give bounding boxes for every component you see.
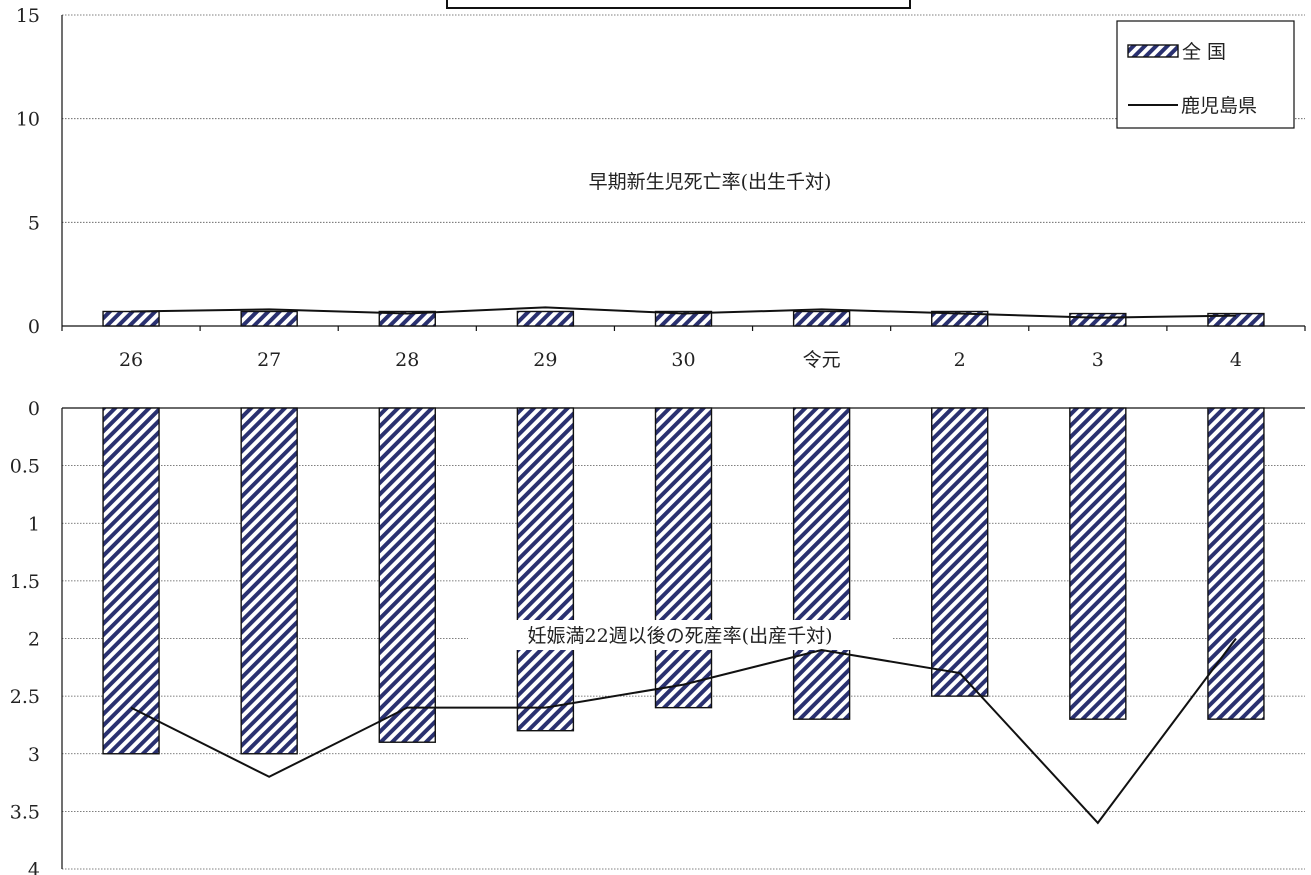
top-chart-early-neonatal-mortality: 0 5 10 15 早期新生児死亡率(出生千対): [16, 5, 1306, 338]
category-label: 26: [119, 349, 143, 371]
legend-label-national: 全 国: [1182, 41, 1226, 63]
bottom-line-kagoshima: [130, 637, 1237, 825]
top-y-tick-label: 0: [28, 316, 40, 338]
bottom-y-tick-label: 3.5: [10, 801, 40, 823]
top-y-tick-label: 10: [16, 109, 40, 131]
bottom-bar-national: [378, 407, 436, 743]
bottom-chart-stillbirth-rate: 0 0.5 1 1.5 2 2.5 3 3.5 4 妊娠満22週以後の死産率(出産千対): [10, 398, 1305, 875]
bottom-bar-national: [1069, 407, 1127, 720]
category-label: 2: [954, 349, 966, 371]
bottom-y-tick-label: 0: [28, 398, 40, 420]
top-bar-national: [516, 310, 575, 327]
category-label: 30: [671, 349, 695, 371]
bottom-annotation-background: [468, 620, 892, 650]
bottom-chart-annotation: 妊娠満22週以後の死産率(出産千対): [527, 625, 832, 647]
bottom-bar-national: [102, 407, 160, 755]
top-chart-annotation: 早期新生児死亡率(出生千対): [589, 171, 832, 193]
bottom-y-tick-label: 0.5: [10, 456, 40, 478]
legend-swatch-national: [1127, 44, 1179, 58]
top-bar-national: [931, 310, 989, 327]
category-label: 3: [1092, 349, 1104, 371]
bottom-y-tick-label: 2: [28, 629, 40, 651]
top-y-tick-label: 15: [16, 5, 40, 27]
category-axis-labels: 26 27 28 29 30 令元 2 3 4: [119, 349, 1242, 371]
top-bar-national: [378, 310, 436, 327]
bottom-bar-national: [1207, 407, 1265, 720]
top-bar-national: [792, 310, 851, 327]
title-box-fragment: [446, 0, 911, 9]
top-bar-national: [654, 310, 713, 327]
bottom-y-tick-label: 1.5: [10, 571, 40, 593]
legend-label-kagoshima: 鹿児島県: [1181, 95, 1257, 117]
bottom-bar-national: [240, 407, 298, 755]
category-label: 27: [257, 349, 281, 371]
bottom-bar-national: [654, 407, 713, 709]
category-label: 4: [1230, 349, 1242, 371]
bottom-bar-national: [516, 407, 575, 732]
bottom-y-tick-label: 3: [28, 744, 40, 766]
bottom-y-tick-label: 2.5: [10, 686, 40, 708]
top-bar-national: [102, 310, 160, 327]
bottom-y-tick-label: 4: [28, 859, 40, 875]
top-bar-national: [240, 310, 298, 327]
legend-box: [1116, 20, 1295, 129]
bottom-y-tick-label: 1: [28, 513, 40, 535]
bottom-bar-national: [792, 407, 851, 720]
category-label: 28: [395, 349, 419, 371]
category-label: 29: [533, 349, 557, 371]
top-line-kagoshima: [131, 306, 1236, 319]
category-label: 令元: [803, 349, 841, 371]
top-bar-national: [1069, 312, 1127, 327]
top-y-tick-label: 5: [28, 212, 40, 234]
bottom-bar-national: [931, 407, 989, 697]
